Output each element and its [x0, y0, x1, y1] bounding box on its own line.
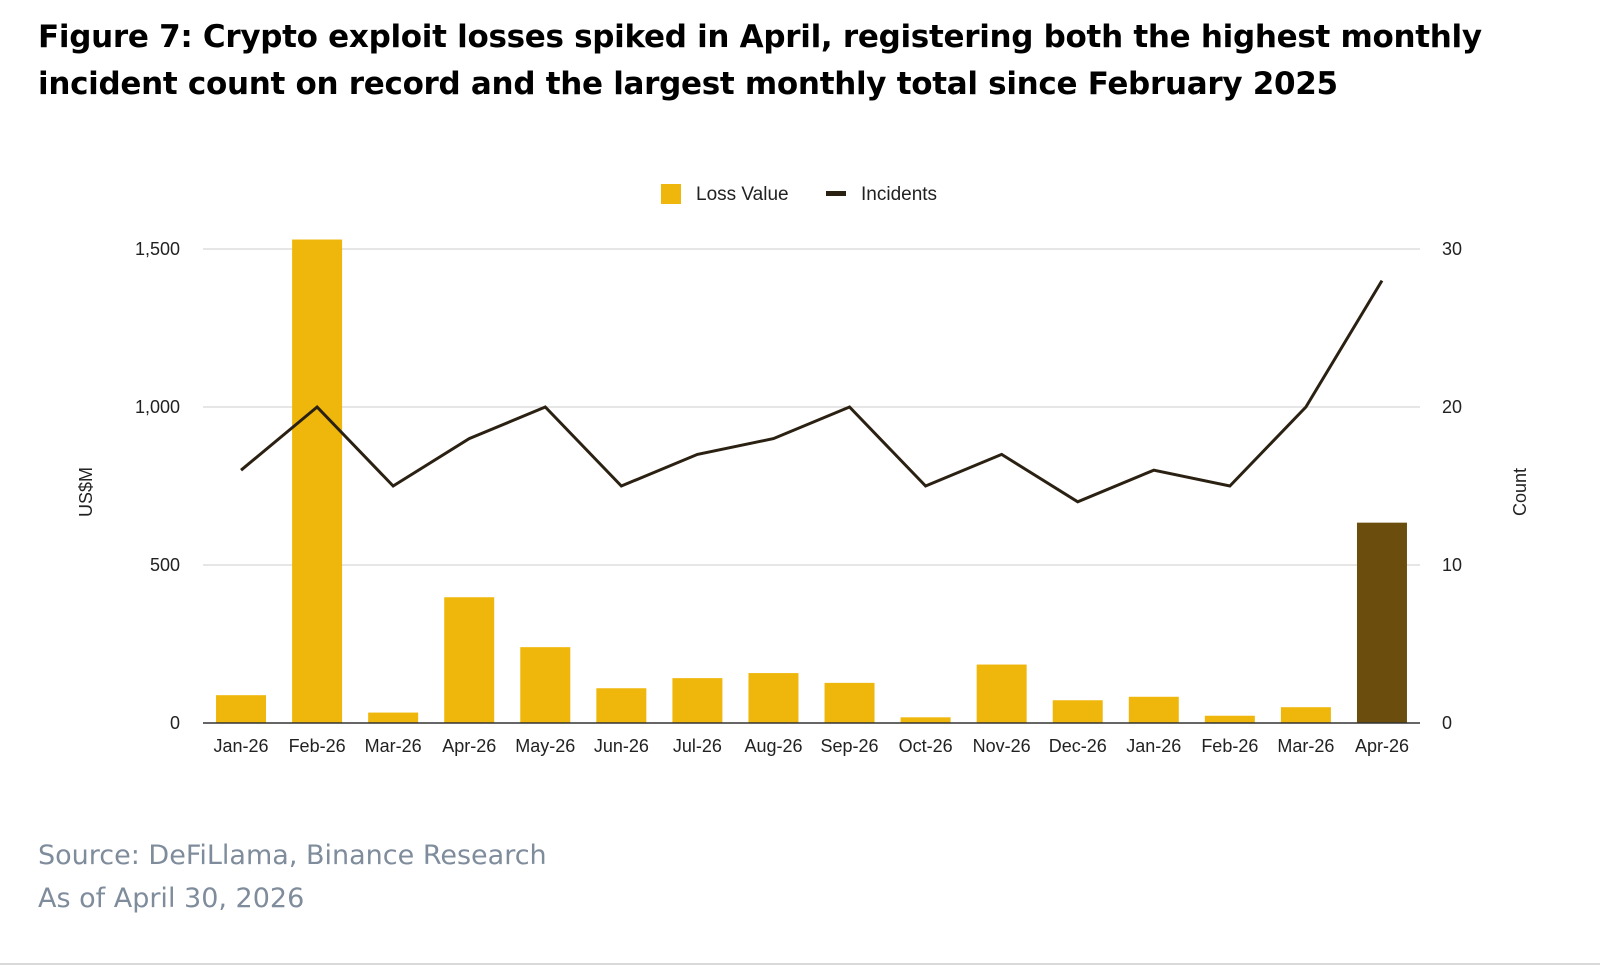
- x-tick-label: Jul-26: [673, 736, 722, 756]
- x-tick-label: Apr-26: [1355, 736, 1409, 756]
- bar: [520, 647, 571, 723]
- x-tick-label: Mar-26: [365, 736, 422, 756]
- x-tick-label: Aug-26: [744, 736, 802, 756]
- y-tick-label-left: 1,500: [135, 239, 180, 259]
- bar: [444, 597, 495, 723]
- x-tick-label: Feb-26: [1201, 736, 1258, 756]
- bar: [672, 678, 723, 723]
- y-axis-title-left: US$M: [76, 467, 96, 517]
- x-tick-label: Apr-26: [442, 736, 496, 756]
- bar: [824, 682, 875, 723]
- bars: [216, 239, 1407, 723]
- gridlines: [203, 248, 1420, 566]
- x-tick-label: Dec-26: [1049, 736, 1107, 756]
- x-tick-label: Feb-26: [289, 736, 346, 756]
- figure-title: Figure 7: Crypto exploit losses spiked i…: [38, 19, 1482, 102]
- y-tick-label-left: 1,000: [135, 397, 180, 417]
- bar: [1204, 715, 1255, 723]
- incidents-line-layer: [240, 279, 1384, 504]
- bar: [368, 712, 419, 723]
- legend-swatch-incidents: [826, 191, 846, 196]
- legend-swatch-loss-value: [661, 184, 681, 204]
- y-axis-title-right: Count: [1510, 468, 1530, 516]
- bar: [216, 695, 267, 723]
- y-tick-label-right: 20: [1442, 397, 1462, 417]
- x-tick-label: Jun-26: [594, 736, 649, 756]
- legend-label-incidents: Incidents: [861, 184, 937, 205]
- y-tick-label-right: 0: [1442, 713, 1452, 733]
- y-tick-label-right: 30: [1442, 239, 1462, 259]
- x-tick-label: May-26: [515, 736, 575, 756]
- as-of-date: As of April 30, 2026: [38, 883, 305, 914]
- bar: [1052, 700, 1103, 723]
- x-tick-label: Nov-26: [973, 736, 1031, 756]
- bottom-divider: [0, 963, 1600, 965]
- bar: [292, 239, 343, 723]
- axes: 0 500 1,000 1,500 0 10 20 30 Jan-26 Feb-26 Mar-26 A…: [135, 239, 1462, 756]
- x-tick-label: Sep-26: [821, 736, 879, 756]
- bar: [976, 664, 1027, 723]
- bar: [596, 688, 647, 723]
- incidents-line: [240, 279, 1384, 504]
- x-tick-label: Mar-26: [1277, 736, 1334, 756]
- bar: [1356, 522, 1407, 723]
- x-tick-label: Jan-26: [214, 736, 269, 756]
- y-tick-label-left: 0: [170, 713, 180, 733]
- bar: [1280, 707, 1331, 723]
- bar: [900, 717, 951, 723]
- y-tick-label-right: 10: [1442, 555, 1462, 575]
- bar: [1128, 696, 1179, 723]
- legend-label-loss-value: Loss Value: [696, 184, 789, 205]
- x-tick-label: Oct-26: [899, 736, 953, 756]
- x-tick-label: Jan-26: [1126, 736, 1181, 756]
- source-text: Source: DeFiLlama, Binance Research: [38, 840, 547, 871]
- y-tick-label-left: 500: [150, 555, 180, 575]
- bar: [748, 673, 799, 723]
- legend: Loss Value Incidents: [661, 184, 937, 205]
